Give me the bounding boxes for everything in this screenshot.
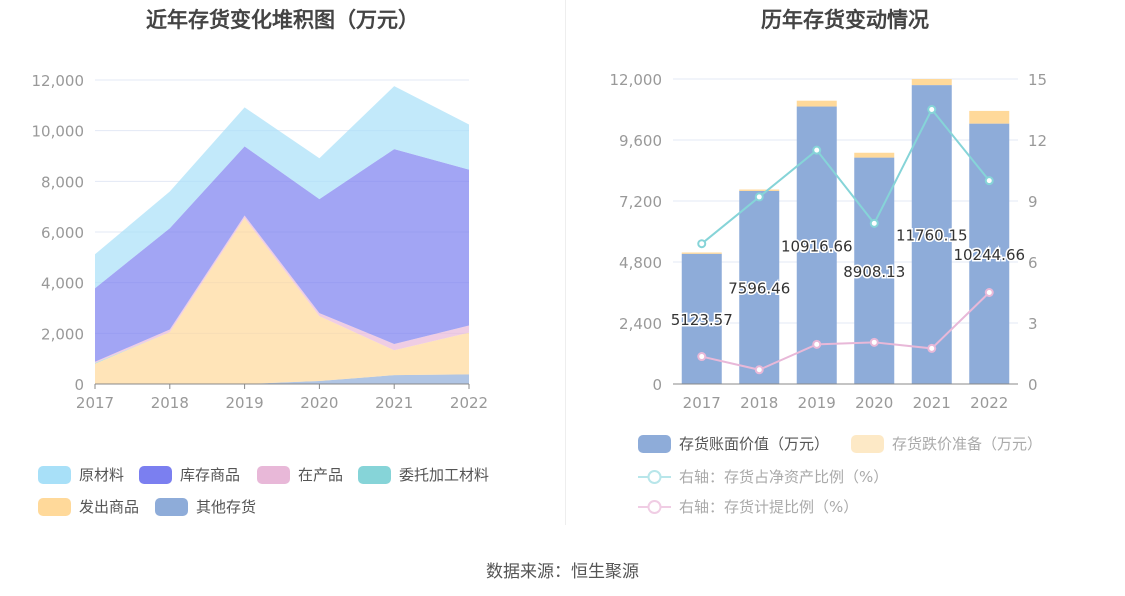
legend-label: 右轴：存货占净资产比例（%） <box>679 468 889 486</box>
right-x-tick-label: 2019 <box>798 394 836 412</box>
left-chart-title: 近年存货变化堆积图（万元） <box>146 8 419 32</box>
legend-item[interactable]: 发出商品 <box>38 496 139 517</box>
bar-data-label: 5123.57 <box>671 311 733 329</box>
right-x-tick-label: 2017 <box>683 394 721 412</box>
left-y-tick-label: 8,000 <box>41 173 84 191</box>
right-chart-title: 历年存货变动情况 <box>761 8 929 32</box>
legend-item[interactable]: 存货账面价值（万元） <box>638 433 829 454</box>
bar-impairment <box>796 100 837 107</box>
area-发出商品 <box>95 218 469 384</box>
line-point <box>869 337 879 347</box>
bar-book-value <box>969 123 1010 384</box>
line-point <box>812 145 822 155</box>
left-y-tick-label: 12,000 <box>32 72 85 90</box>
left-x-tick-label: 2022 <box>450 394 488 412</box>
left-x-tick-label: 2017 <box>76 394 114 412</box>
line-point <box>697 239 707 249</box>
left-x-tick-label: 2020 <box>300 394 338 412</box>
left-y-tick-label: 0 <box>74 376 84 394</box>
bar-data-label: 7596.46 <box>728 279 790 297</box>
legend-item[interactable]: 原材料 <box>38 464 124 485</box>
legend-line-marker-icon <box>638 498 671 516</box>
bar-impairment <box>911 78 952 86</box>
area-其他存货 <box>95 374 469 384</box>
line-point <box>812 339 822 349</box>
left-x-tick-label: 2018 <box>151 394 189 412</box>
line-右轴：存货计提比例（%） <box>701 291 990 371</box>
line-point <box>869 218 879 228</box>
legend-swatch <box>38 465 71 484</box>
right-x-tick-label: 2018 <box>740 394 778 412</box>
legend-item[interactable]: 在产品 <box>257 464 343 485</box>
right-y2-tick-label: 12 <box>1028 132 1047 150</box>
divider <box>565 0 566 525</box>
right-y2-tick-label: 9 <box>1028 193 1038 211</box>
left-y-tick-label: 2,000 <box>41 325 84 343</box>
bar-data-label: 8908.13 <box>843 263 905 281</box>
legend-item[interactable]: 其他存货 <box>155 496 256 517</box>
right-x-tick-label: 2020 <box>855 394 893 412</box>
legend-label: 原材料 <box>79 466 125 484</box>
right-y2-tick-label: 6 <box>1028 254 1038 272</box>
line-point <box>984 288 994 297</box>
right-x-tick-label: 2022 <box>970 394 1008 412</box>
legend-swatch <box>257 465 290 484</box>
left-y-tick-label: 10,000 <box>32 123 85 141</box>
legend-swatch <box>38 497 71 516</box>
legend-label: 发出商品 <box>79 498 140 516</box>
bar-data-label: 10244.66 <box>953 246 1025 264</box>
bar-impairment <box>969 110 1010 124</box>
legend-item[interactable]: 委托加工材料 <box>358 464 489 485</box>
line-point <box>984 176 994 186</box>
legend-item[interactable]: 库存商品 <box>139 464 240 485</box>
legend-label: 右轴：存货计提比例（%） <box>679 498 859 516</box>
bar-impairment <box>739 189 780 191</box>
legend-item[interactable]: 右轴：存货计提比例（%） <box>638 496 858 517</box>
legend-item[interactable]: 存货跌价准备（万元） <box>851 433 1042 454</box>
legend-swatch <box>638 434 671 453</box>
line-point <box>754 192 764 202</box>
legend-swatch <box>139 465 172 484</box>
line-point <box>697 352 707 362</box>
right-y2-tick-label: 15 <box>1028 71 1047 89</box>
line-右轴：存货占净资产比例（%） <box>701 107 991 245</box>
legend-label: 其他存货 <box>196 498 257 516</box>
left-x-tick-label: 2021 <box>375 394 413 412</box>
legend-swatch <box>358 465 391 484</box>
line-point <box>927 105 937 114</box>
bar-data-label: 10916.66 <box>781 237 853 255</box>
area-原材料 <box>95 86 469 289</box>
bar-data-label: 11760.15 <box>896 227 968 245</box>
bar-impairment <box>854 152 895 158</box>
legend-label: 在产品 <box>298 466 344 484</box>
right-y-tick-label: 9,600 <box>619 132 662 150</box>
right-y-tick-label: 7,200 <box>619 193 662 211</box>
bar-impairment <box>681 252 722 254</box>
legend-swatch <box>851 434 884 453</box>
legend-label: 委托加工材料 <box>399 466 490 484</box>
data-source: 数据来源：恒生聚源 <box>486 562 639 582</box>
right-y2-tick-label: 0 <box>1028 376 1038 394</box>
right-y2-tick-label: 3 <box>1028 315 1038 333</box>
right-y-tick-label: 4,800 <box>619 254 662 272</box>
legend-item[interactable]: 右轴：存货占净资产比例（%） <box>638 466 888 487</box>
legend-swatch <box>155 497 188 516</box>
legend-label: 存货跌价准备（万元） <box>892 435 1043 453</box>
line-point <box>927 343 937 353</box>
right-y-tick-label: 2,400 <box>619 315 662 333</box>
legend-line-marker-icon <box>638 468 671 486</box>
left-x-tick-label: 2019 <box>226 394 264 412</box>
right-y-tick-label: 12,000 <box>610 71 663 89</box>
area-库存商品 <box>95 146 469 362</box>
right-x-tick-label: 2021 <box>913 394 951 412</box>
right-y-tick-label: 0 <box>652 376 662 394</box>
left-y-tick-label: 6,000 <box>41 224 84 242</box>
bar-book-value <box>681 253 722 384</box>
line-point <box>754 365 764 375</box>
bar-book-value <box>739 190 780 384</box>
legend-label: 存货账面价值（万元） <box>679 435 830 453</box>
legend-label: 库存商品 <box>180 466 241 484</box>
left-y-tick-label: 4,000 <box>41 275 84 293</box>
